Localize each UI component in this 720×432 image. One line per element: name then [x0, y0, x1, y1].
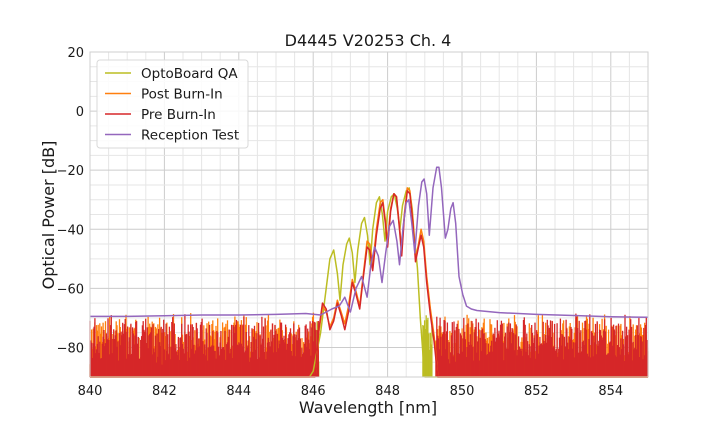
legend-label: Post Burn-In: [141, 87, 223, 103]
x-axis-ticks: 840 842 844 846 848 850 852 854: [78, 384, 624, 399]
x-tick-label: 848: [375, 384, 400, 399]
x-tick-label: 854: [598, 384, 623, 399]
x-tick-label: 842: [152, 384, 177, 399]
legend-label: Reception Test: [141, 128, 239, 144]
series-line-pre-burn-in: [90, 190, 648, 378]
legend: OptoBoard QA Post Burn-In Pre Burn-In Recep…: [96, 59, 249, 149]
y-tick-label: −80: [57, 341, 84, 356]
noise-floor-layer: [89, 312, 649, 377]
y-tick-label: 20: [67, 46, 84, 61]
x-tick-label: 850: [450, 384, 475, 399]
y-axis-title: Optical Power [dB]: [39, 141, 58, 290]
series-line-reception-test: [90, 166, 649, 319]
x-tick-label: 852: [524, 384, 549, 399]
y-tick-label: −20: [57, 164, 84, 179]
plot-frame: [89, 51, 649, 378]
series-lines: [90, 166, 649, 378]
chart-title: D4445 V20253 Ch. 4: [285, 31, 452, 50]
y-tick-label: −40: [57, 223, 84, 238]
legend-label: Pre Burn-In: [141, 107, 216, 123]
x-tick-label: 844: [226, 384, 251, 399]
x-tick-label: 840: [78, 384, 103, 399]
y-tick-label: 0: [76, 105, 84, 120]
y-tick-label: −60: [57, 282, 84, 297]
x-axis-title: Wavelength [nm]: [299, 398, 437, 417]
legend-label: OptoBoard QA: [141, 66, 238, 82]
y-axis-ticks: 20 0 −20 −40 −60 −80: [57, 46, 84, 356]
legend-box: [96, 59, 249, 149]
x-tick-label: 846: [301, 384, 326, 399]
